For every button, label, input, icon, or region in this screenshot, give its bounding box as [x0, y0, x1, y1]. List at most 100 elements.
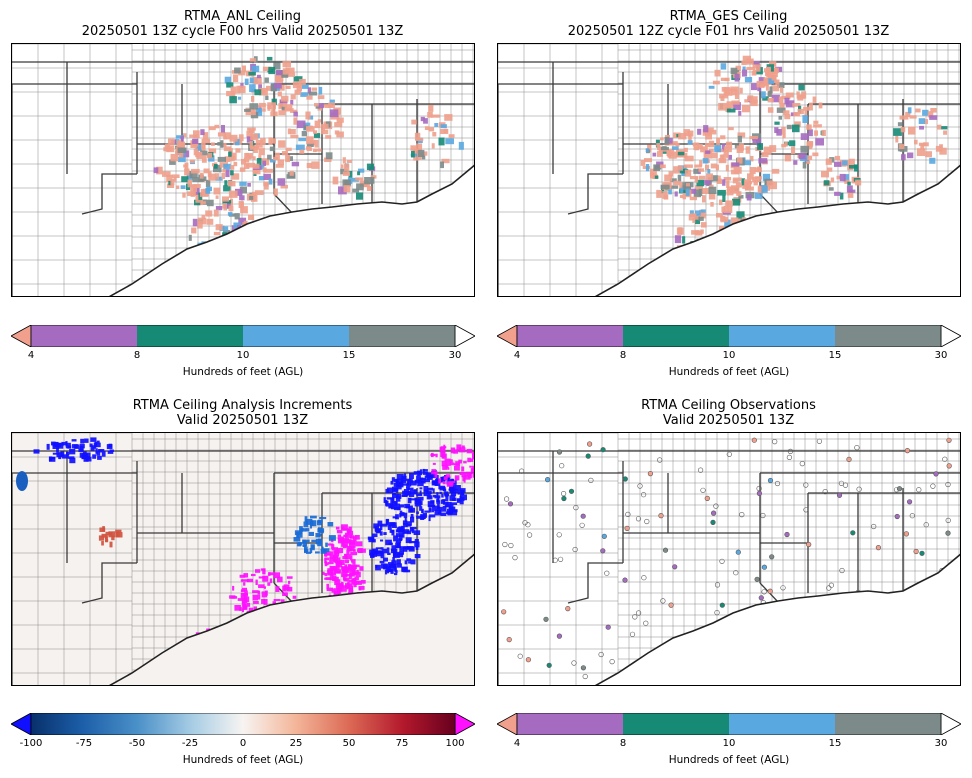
observation-marker: [635, 516, 642, 522]
observation-marker: [945, 517, 951, 523]
observation-marker: [945, 481, 951, 488]
inc-gulf-of-mexico: [108, 553, 474, 685]
observation-marker: [733, 570, 739, 576]
observation-marker: [629, 631, 636, 637]
colorbar-tick-label: 8: [133, 350, 141, 361]
panel-obs-colorbar: 4 8 10 15 30 Hundreds of feet (AGL): [496, 712, 962, 773]
observation-marker: [572, 546, 578, 553]
observation-marker: [907, 499, 913, 505]
observation-marker: [846, 456, 852, 463]
observation-marker: [525, 657, 532, 663]
colorbar-over-triangle: [940, 712, 962, 736]
colorbar-gradient: [30, 712, 456, 736]
observation-marker: [588, 477, 594, 484]
inc-map-svg: [12, 433, 474, 685]
colorbar-tick-label: -25: [181, 738, 199, 749]
observation-marker: [565, 606, 571, 612]
colorbar-tick-label: 10: [236, 350, 250, 361]
observation-marker: [923, 522, 929, 528]
colorbar-tick-label: -75: [75, 738, 93, 749]
observation-marker: [585, 453, 591, 459]
ges-gulf-of-mexico: [594, 164, 960, 296]
obs-colorbar-svg: [496, 712, 962, 736]
observation-marker: [875, 544, 882, 551]
observation-marker: [913, 548, 919, 555]
panel-ges-title: RTMA_GES Ceiling 20250501 12Z cycle F01 …: [497, 9, 960, 39]
panel-inc-title: RTMA Ceiling Analysis Increments Valid 2…: [11, 398, 474, 428]
observation-marker: [568, 488, 575, 494]
colorbar-over-triangle: [940, 324, 962, 348]
observation-marker: [713, 503, 719, 509]
observation-marker: [784, 531, 790, 538]
colorbar-segment: [623, 713, 730, 735]
observation-marker: [836, 492, 843, 498]
observation-marker: [622, 577, 628, 583]
observation-marker: [756, 490, 763, 497]
observation-marker: [822, 488, 828, 495]
panel-anl-map: [11, 43, 475, 297]
observation-marker: [854, 445, 860, 451]
colorbar-under-triangle: [10, 712, 32, 736]
colorbar-tick-label: 10: [722, 350, 736, 361]
observation-marker: [600, 447, 606, 453]
panel-anl-title-line2: 20250501 13Z cycle F00 hrs Valid 2025050…: [81, 24, 404, 39]
colorbar-segment: [835, 713, 942, 735]
observation-marker: [556, 532, 562, 538]
obs-colorbar-label: Hundreds of feet (AGL): [668, 754, 790, 766]
observation-marker: [527, 532, 533, 538]
colorbar-tick-label: 50: [342, 738, 356, 749]
observation-marker: [601, 533, 607, 539]
observation-marker: [519, 468, 525, 474]
colorbar-segment: [729, 713, 836, 735]
observation-marker: [504, 496, 510, 502]
observation-marker: [556, 449, 563, 455]
observation-marker: [502, 541, 508, 548]
observation-marker: [904, 448, 911, 454]
observation-marker: [946, 437, 952, 443]
observation-marker: [803, 482, 809, 488]
colorbar-tick-label: 8: [619, 738, 627, 749]
observation-marker: [508, 542, 514, 549]
colorbar-tick-label: 25: [289, 738, 303, 749]
observation-marker: [506, 637, 512, 643]
observation-marker: [704, 495, 710, 502]
colorbar-segment: [31, 325, 138, 347]
colorbar-tick-label: 30: [934, 738, 948, 749]
observation-marker: [561, 495, 567, 502]
observation-marker: [896, 486, 903, 492]
panel-inc-map: [11, 432, 475, 686]
observation-marker: [871, 523, 877, 530]
anl-gulf-of-mexico: [108, 164, 474, 296]
observation-marker: [909, 513, 915, 519]
observation-marker: [769, 554, 775, 560]
observation-marker: [641, 492, 647, 498]
colorbar-tick-label: 10: [722, 738, 736, 749]
panel-obs-title-line2: Valid 20250501 13Z: [662, 413, 795, 428]
observation-marker: [609, 659, 615, 665]
colorbar-under-triangle: [496, 324, 518, 348]
observation-marker: [517, 653, 523, 659]
colorbar-tick-label: 0: [239, 738, 247, 749]
observation-marker: [557, 556, 564, 562]
observation-marker: [552, 557, 558, 563]
anl-map-svg: [12, 44, 474, 296]
observation-marker: [739, 511, 745, 518]
inc-colorbar-svg: [10, 712, 476, 736]
observation-marker: [543, 616, 549, 622]
colorbar-tick-label: 15: [342, 350, 356, 361]
observation-marker: [856, 486, 862, 492]
observation-marker: [751, 437, 757, 443]
observation-marker: [767, 588, 773, 594]
observation-marker: [556, 633, 563, 639]
colorbar-over-triangle: [454, 712, 476, 736]
observation-marker: [774, 480, 781, 487]
observation-marker: [761, 564, 768, 570]
observation-marker: [625, 511, 631, 517]
colorbar-segment: [137, 325, 244, 347]
observation-marker: [850, 530, 856, 536]
observation-marker: [946, 463, 952, 469]
observation-marker: [501, 609, 507, 615]
observation-marker: [945, 530, 951, 536]
obs-gulf-of-mexico: [594, 553, 960, 685]
ges-colorbar-svg: [496, 324, 962, 348]
